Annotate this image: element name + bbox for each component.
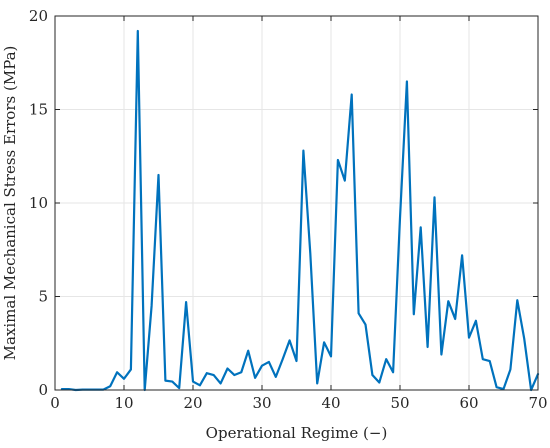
x-axis-label: Operational Regime (−) — [206, 424, 388, 442]
y-tick-label: 5 — [38, 288, 48, 306]
tick-layer: 0 10 20 30 40 50 60 70 0 5 10 15 20 — [29, 7, 548, 412]
x-tick-label: 20 — [183, 394, 202, 412]
x-tick-label: 50 — [390, 394, 409, 412]
y-axis-label: Maximal Mechanical Stress Errors (MPa) — [1, 46, 19, 361]
x-tick-label: 10 — [114, 394, 133, 412]
y-tick-label: 20 — [29, 7, 48, 25]
x-tick-label: 0 — [50, 394, 60, 412]
y-tick-label: 0 — [38, 381, 48, 399]
x-tick-label: 60 — [459, 394, 478, 412]
y-tick-label: 10 — [29, 194, 48, 212]
series-line — [60, 29, 540, 392]
y-tick-label: 15 — [29, 101, 48, 119]
x-tick-label: 40 — [321, 394, 340, 412]
x-tick-label: 70 — [528, 394, 547, 412]
series-layer — [60, 29, 540, 392]
x-tick-label: 30 — [252, 394, 271, 412]
